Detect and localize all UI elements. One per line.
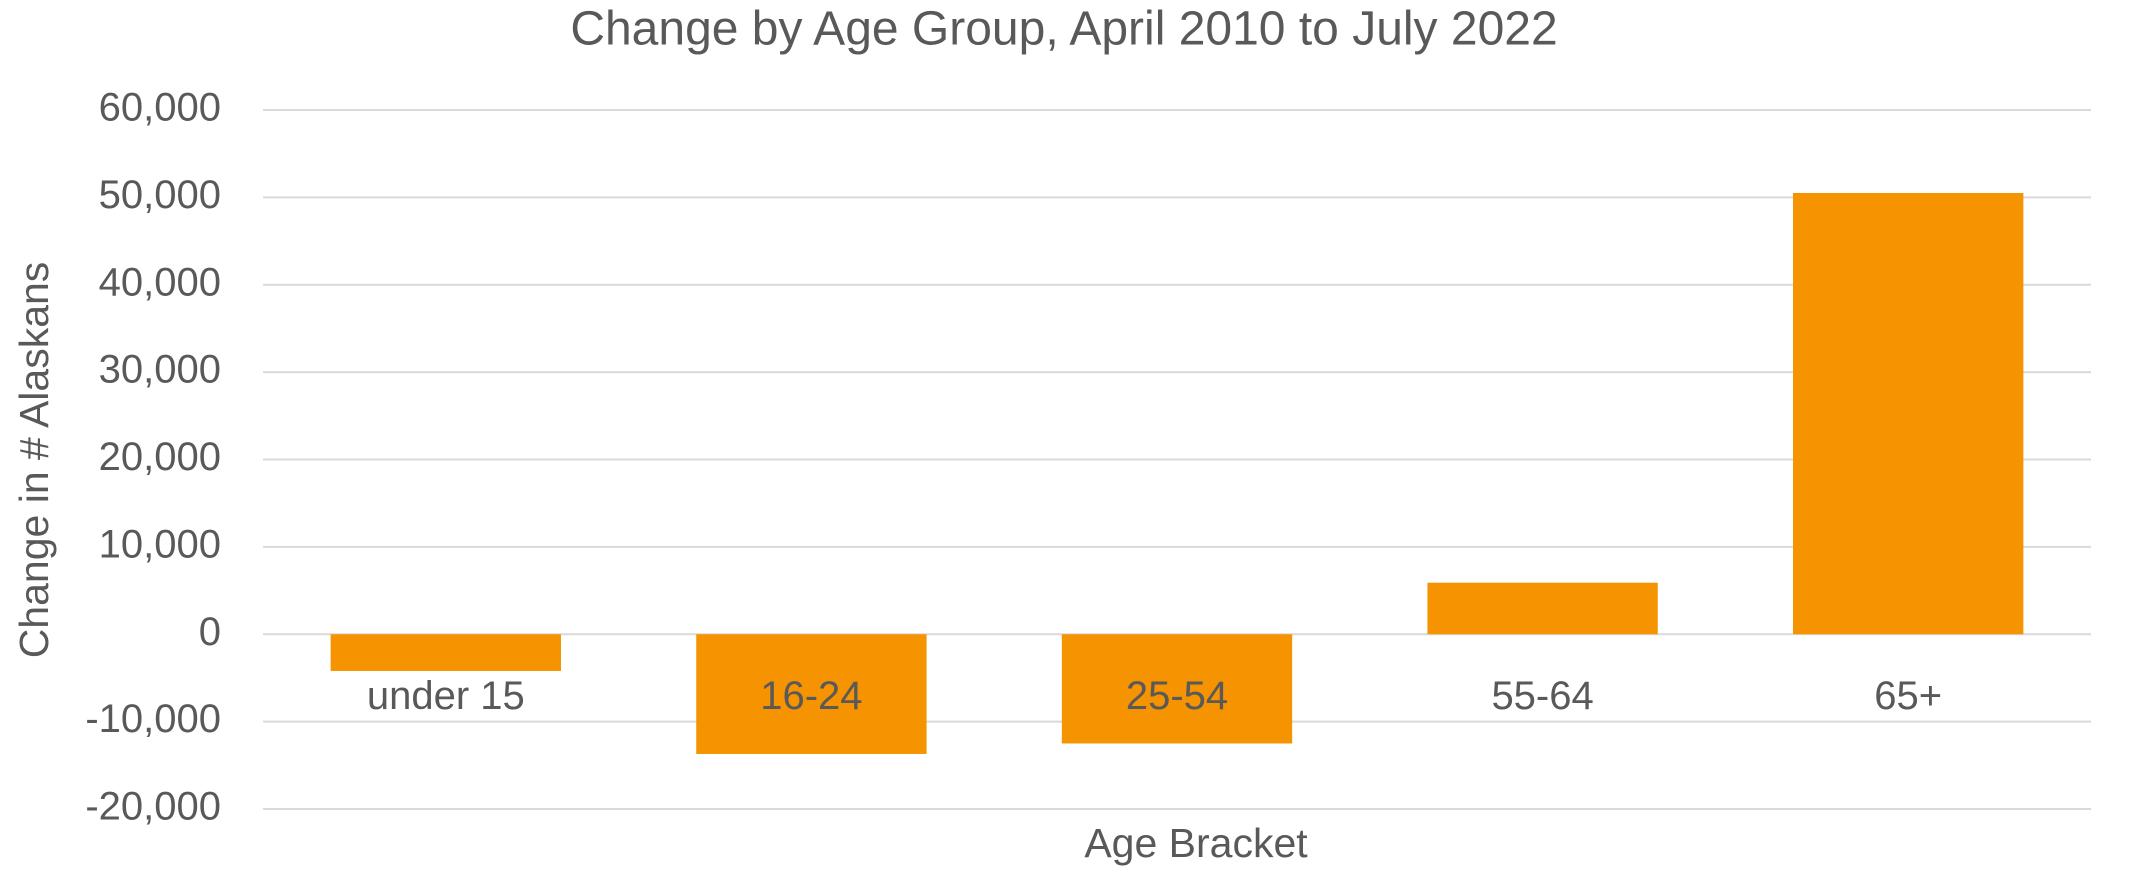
bar — [696, 634, 927, 754]
y-tick-label: 20,000 — [99, 435, 221, 479]
y-axis-title: Change in # Alaskans — [11, 262, 57, 659]
x-tick-label: 16-24 — [760, 674, 862, 718]
y-tick-label: 30,000 — [99, 348, 221, 392]
x-tick-label: 65+ — [1874, 674, 1942, 718]
x-tick-label: 25-54 — [1126, 674, 1228, 718]
x-axis-title: Age Bracket — [1084, 820, 1308, 866]
bar — [1061, 634, 1293, 744]
y-tick-label: -20,000 — [85, 785, 221, 829]
bar — [330, 634, 561, 671]
y-tick-label: -10,000 — [85, 697, 221, 741]
y-tick-label: 60,000 — [99, 86, 221, 130]
x-tick-label: under 15 — [367, 674, 525, 718]
bar — [1793, 193, 2024, 635]
x-tick-label: 55-64 — [1491, 674, 1593, 718]
y-tick-label: 50,000 — [99, 173, 221, 217]
bar — [1427, 582, 1658, 635]
y-tick-label: 10,000 — [99, 522, 221, 566]
y-tick-label: 0 — [199, 610, 221, 654]
chart-title: Change by Age Group, April 2010 to July … — [570, 3, 1557, 56]
y-tick-label: 40,000 — [99, 260, 221, 304]
